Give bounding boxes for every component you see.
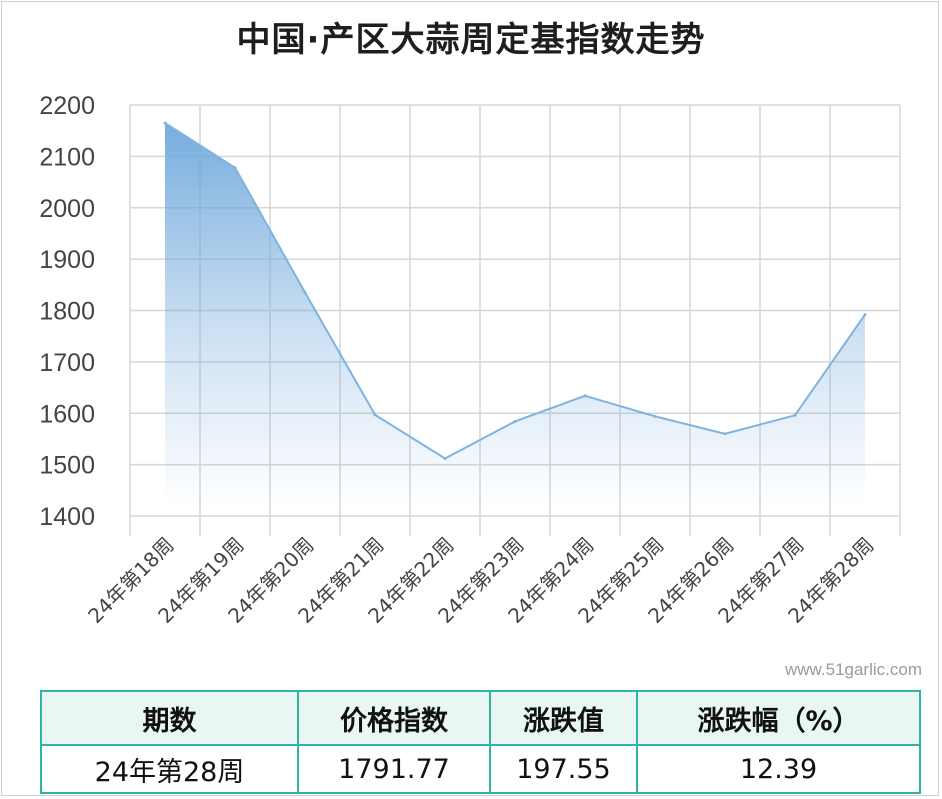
cell-price-index: 1791.77	[297, 744, 491, 794]
y-tick-label: 1700	[39, 349, 95, 377]
area-fill	[165, 122, 865, 506]
y-tick-label: 1800	[39, 298, 95, 326]
y-tick-label: 2200	[39, 92, 95, 120]
chart-title: 中国·产区大蒜周定基指数走势	[236, 20, 706, 60]
summary-table: 期数 价格指数 涨跌值 涨跌幅（%） 24年第28周 1791.77 197.5…	[40, 690, 921, 794]
y-tick-label: 2000	[39, 195, 95, 223]
y-tick-label: 2100	[39, 143, 95, 171]
header-period: 期数	[40, 690, 299, 746]
y-tick-label: 1600	[39, 400, 95, 428]
y-tick-label: 1900	[39, 246, 95, 274]
watermark-text: www.51garlic.com	[785, 660, 922, 679]
header-change-value: 涨跌值	[489, 690, 638, 746]
data-point	[373, 413, 377, 417]
data-point	[163, 121, 167, 125]
data-point	[723, 432, 727, 436]
area-chart: 22002100200019001800170016001500140024年第…	[39, 92, 901, 628]
cell-change-percent: 12.39	[636, 744, 921, 794]
header-price-index: 价格指数	[297, 690, 491, 746]
data-point	[303, 291, 307, 295]
cell-change-value: 197.55	[489, 744, 638, 794]
data-point	[443, 456, 447, 460]
data-point	[863, 313, 867, 317]
data-point	[583, 394, 587, 398]
data-point	[653, 414, 657, 418]
header-change-percent: 涨跌幅（%）	[636, 690, 921, 746]
y-tick-label: 1500	[39, 452, 95, 480]
cell-period: 24年第28周	[40, 744, 299, 794]
y-tick-label: 1400	[39, 503, 95, 531]
data-point	[513, 419, 517, 423]
data-point	[793, 413, 797, 417]
data-point	[233, 166, 237, 170]
summary-header-row: 期数 价格指数 涨跌值 涨跌幅（%）	[40, 690, 921, 746]
summary-data-row: 24年第28周 1791.77 197.55 12.39	[40, 744, 921, 794]
